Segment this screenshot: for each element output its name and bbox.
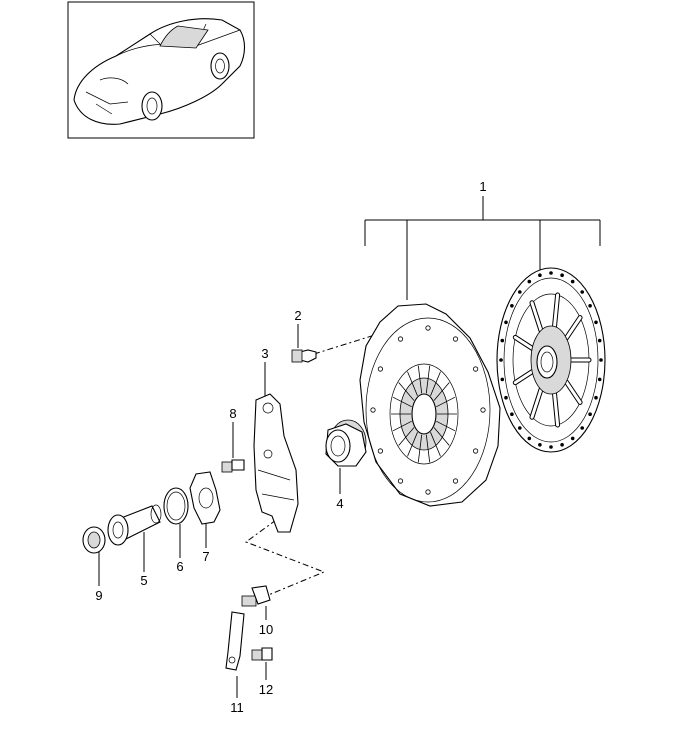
- disc-spoke: [564, 316, 582, 340]
- callout-7: 7: [202, 549, 209, 564]
- disc-rivet: [560, 273, 564, 278]
- disc-spoke: [564, 380, 582, 404]
- callouts: 1 2 3 4 5 6 7 8 9 10 11 12: [95, 179, 486, 715]
- diaphragm-finger: [407, 371, 418, 396]
- plate-bolt-hole: [480, 407, 486, 413]
- pressure-plate: [359, 303, 501, 507]
- diaphragm-finger: [436, 396, 456, 408]
- diaphragm-finger: [430, 432, 441, 457]
- disc-spoke: [530, 387, 543, 419]
- plate-bolt-hole: [472, 366, 479, 372]
- diaphragm-finger: [392, 396, 412, 408]
- diaphragm-finger: [430, 371, 441, 396]
- callout-8: 8: [229, 406, 236, 421]
- disc-rivet: [518, 426, 522, 430]
- diaphragm-finger: [425, 365, 431, 394]
- disc-rivet: [597, 338, 602, 343]
- disc-spoke: [553, 392, 560, 427]
- disc-rivet: [594, 320, 598, 325]
- disc-rivet: [504, 320, 508, 325]
- callout-12: 12: [259, 682, 273, 697]
- disc-rivet: [594, 395, 598, 400]
- bolt: [251, 647, 273, 661]
- disc-spoke: [513, 370, 534, 385]
- disc-rivet: [538, 443, 542, 447]
- pivot-bolt: [241, 585, 271, 607]
- plate-bolt-hole: [377, 366, 383, 372]
- diaphragm-finger: [436, 420, 456, 432]
- seal-ring: [82, 526, 106, 554]
- plate-bolt-hole: [397, 478, 404, 484]
- callout-6: 6: [176, 559, 183, 574]
- disc-spoke: [530, 301, 543, 333]
- diaphragm-finger: [392, 420, 412, 432]
- disc-rivet: [580, 290, 584, 294]
- diaphragm-finger: [417, 365, 423, 394]
- leader-lines: [98, 196, 601, 698]
- disc-rivet: [510, 412, 514, 417]
- callout-4: 4: [336, 496, 343, 511]
- disc-rivet: [580, 426, 584, 430]
- release-bearing: [325, 419, 367, 467]
- disc-spoke: [553, 293, 560, 328]
- disc-rivet: [597, 377, 602, 382]
- diaphragm-finger: [433, 382, 450, 401]
- plate-bolt-hole: [370, 407, 376, 413]
- callout-11: 11: [230, 700, 244, 715]
- plate-bolt-hole: [397, 336, 404, 342]
- diaphragm-finger: [398, 427, 415, 446]
- plate-bolt-hole: [452, 336, 459, 342]
- disc-rivet: [510, 304, 514, 308]
- callout-1: 1: [479, 179, 486, 194]
- disc-rivet: [560, 443, 564, 447]
- gasket-plate: [189, 471, 221, 525]
- callout-9: 9: [95, 588, 102, 603]
- callout-3: 3: [261, 346, 268, 361]
- callout-2: 2: [294, 308, 301, 323]
- diaphragm-finger: [407, 432, 418, 457]
- clutch-disc: [496, 267, 606, 453]
- disc-rivet: [570, 279, 575, 284]
- disc-rivet: [588, 412, 592, 417]
- car-thumbnail-icon: [73, 18, 246, 125]
- disc-rivet: [504, 395, 508, 400]
- diaphragm-finger: [417, 434, 423, 463]
- bolt: [291, 349, 317, 363]
- diaphragm-finger: [433, 427, 450, 446]
- disc-rivet: [518, 290, 522, 294]
- callout-5: 5: [140, 573, 147, 588]
- disc-rivet: [599, 358, 603, 362]
- bolt: [221, 459, 245, 473]
- guide-sleeve: [107, 504, 162, 546]
- plate-bolt-hole: [452, 478, 459, 484]
- disc-rivet: [570, 436, 575, 441]
- disc-spoke: [513, 335, 534, 350]
- release-fork: [253, 393, 299, 533]
- disc-rivet: [527, 279, 532, 284]
- disc-rivet: [549, 271, 553, 275]
- disc-rivet: [499, 358, 503, 362]
- diaphragm-finger: [425, 434, 431, 463]
- bracket: [225, 611, 245, 671]
- plate-bolt-hole: [377, 448, 383, 454]
- callout-10: 10: [259, 622, 273, 637]
- diaphragm-finger: [398, 382, 415, 401]
- plate-bolt-hole: [425, 489, 431, 495]
- disc-rivet: [538, 273, 542, 278]
- disc-rivet: [527, 436, 532, 441]
- o-ring: [163, 487, 189, 525]
- disc-rivet: [549, 445, 553, 449]
- plate-bolt-hole: [472, 448, 479, 454]
- disc-rivet: [588, 304, 592, 308]
- car-thumbnail: [67, 1, 255, 139]
- disc-rivet: [500, 338, 505, 343]
- plate-bolt-hole: [425, 325, 431, 331]
- disc-rivet: [500, 377, 505, 382]
